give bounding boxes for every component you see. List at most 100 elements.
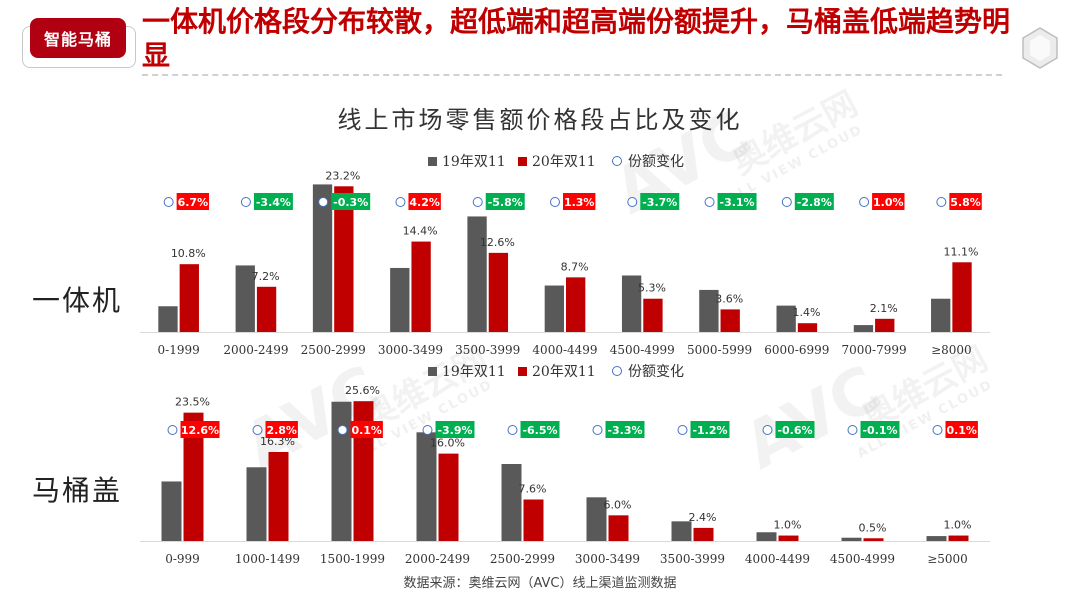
bar-19	[586, 497, 607, 541]
category-label: 6000-6999	[764, 343, 829, 357]
change-badge	[690, 421, 730, 438]
header: 智能马桶 一体机价格段分布较散，超低端和超高端份额提升，马桶盖低端趋势明显	[0, 0, 1080, 82]
category-label: 4000-4499	[745, 552, 810, 566]
data-label: 16.3%	[260, 435, 295, 448]
row-label: 一体机	[32, 284, 122, 317]
bar-19	[926, 536, 947, 541]
bar-19	[246, 467, 267, 541]
bar-19	[235, 265, 255, 332]
change-badge	[872, 193, 905, 210]
bar-20	[334, 186, 354, 332]
bar-19	[416, 432, 437, 541]
data-label: 1.0%	[774, 519, 802, 532]
data-label: 8.7%	[561, 260, 589, 273]
category-label: 4500-4999	[610, 343, 675, 357]
change-marker	[167, 425, 178, 435]
category-label: 3500-3999	[455, 343, 520, 357]
change-badge	[350, 421, 383, 438]
category-label: 0-1999	[158, 343, 200, 357]
legend-label-20: 20年双11	[532, 154, 596, 170]
bar-20	[179, 264, 199, 332]
change-marker	[781, 197, 792, 207]
change-marker	[677, 425, 688, 435]
bar-19	[853, 325, 874, 332]
legend-label-19: 19年双11	[442, 364, 506, 380]
data-label: 0.5%	[859, 521, 887, 534]
bar-20	[566, 277, 586, 332]
data-label: 6.0%	[604, 498, 632, 511]
bar-20	[523, 499, 544, 541]
change-marker	[472, 197, 483, 207]
change-marker	[859, 197, 870, 207]
change-badge	[775, 421, 815, 438]
change-label: 0.1%	[351, 424, 382, 437]
bar-20	[268, 451, 289, 541]
change-label: -5.8%	[488, 196, 523, 209]
category-label: 1000-1499	[235, 552, 300, 566]
row-label: 马桶盖	[32, 474, 122, 507]
change-label: -0.1%	[862, 424, 897, 437]
category-label: 2500-2999	[490, 552, 555, 566]
bar-20	[797, 323, 818, 332]
bar-19	[467, 216, 487, 332]
legend-marker-change	[612, 366, 622, 376]
category-label: 7000-7999	[842, 343, 907, 357]
change-badge	[945, 421, 978, 438]
change-label: 6.7%	[178, 196, 209, 209]
bar-20	[952, 262, 972, 332]
change-label: -0.3%	[333, 196, 368, 209]
bar-20	[863, 538, 884, 541]
category-label: 4000-4499	[532, 343, 597, 357]
change-badge	[794, 193, 834, 210]
bar-20	[608, 515, 629, 541]
hexagon-logo-icon	[1022, 27, 1058, 69]
change-badge	[860, 421, 900, 438]
change-marker	[240, 197, 251, 207]
bar-19	[161, 481, 182, 541]
change-badge	[605, 421, 645, 438]
change-badge	[435, 421, 475, 438]
change-marker	[163, 197, 174, 207]
data-label: 1.4%	[793, 306, 821, 319]
change-marker	[847, 425, 858, 435]
bar-19	[841, 537, 862, 541]
change-label: 2.8%	[266, 424, 297, 437]
page-title: 一体机价格段分布较散，超低端和超高端份额提升，马桶盖低端趋势明显	[142, 5, 1011, 72]
bar-20	[488, 252, 509, 332]
legend-label-change: 份额变化	[628, 364, 684, 380]
bar-20	[438, 453, 459, 541]
category-label: 5000-5999	[687, 343, 752, 357]
category-label: ≥8000	[931, 343, 972, 357]
change-marker	[507, 425, 518, 435]
change-badge	[180, 421, 220, 438]
legend-label-change: 份额变化	[628, 154, 684, 170]
data-label: 2.4%	[689, 511, 717, 524]
change-marker	[318, 197, 329, 207]
bar-20	[411, 241, 431, 332]
bar-19	[699, 289, 719, 332]
change-marker	[550, 197, 560, 207]
data-label: 10.8%	[171, 247, 206, 260]
legend-swatch-19	[428, 367, 437, 376]
data-label: 3.6%	[715, 292, 743, 305]
data-label: 25.6%	[345, 384, 380, 397]
bar-19	[544, 285, 564, 332]
change-badge	[253, 193, 293, 210]
bar-20	[256, 286, 277, 332]
bar-19	[331, 401, 352, 541]
change-marker	[422, 425, 433, 435]
bar-20	[643, 298, 663, 332]
data-label: 5.3%	[638, 282, 666, 295]
data-label: 1.0%	[944, 519, 972, 532]
change-badge	[949, 193, 982, 210]
category-label: ≥5000	[927, 552, 968, 566]
data-label: 7.2%	[252, 270, 280, 283]
change-label: 0.1%	[946, 424, 977, 437]
change-label: -3.7%	[642, 196, 677, 209]
change-marker	[936, 197, 947, 207]
legend-label-19: 19年双11	[442, 154, 506, 170]
change-badge	[331, 193, 371, 210]
change-label: -3.9%	[437, 424, 472, 437]
bar-19	[621, 275, 642, 332]
change-label: 1.0%	[873, 196, 904, 209]
